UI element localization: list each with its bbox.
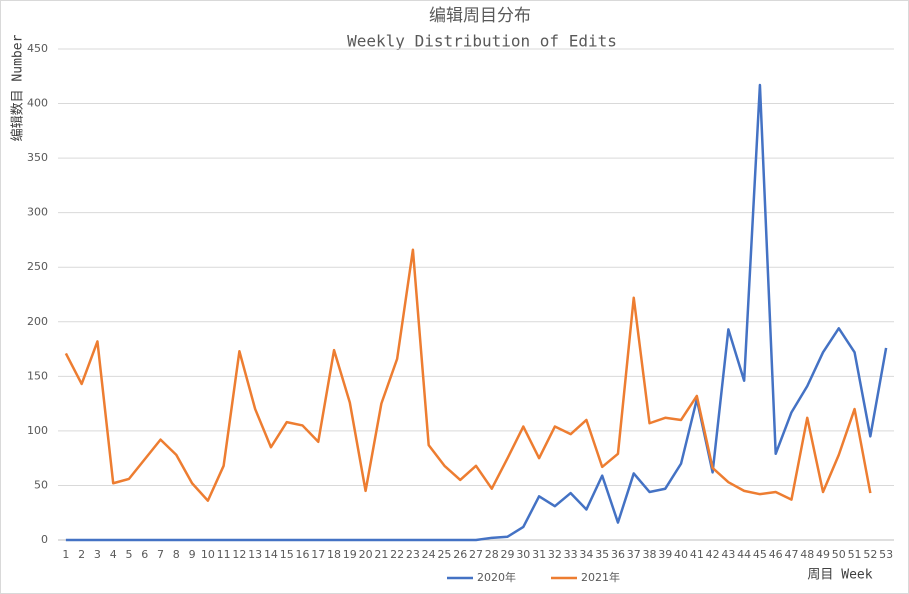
x-tick-label: 17 — [311, 548, 325, 561]
x-tick-label: 42 — [706, 548, 720, 561]
x-tick-label: 14 — [264, 548, 278, 561]
x-tick-label: 39 — [658, 548, 672, 561]
x-tick-label: 23 — [406, 548, 420, 561]
x-tick-label: 10 — [201, 548, 215, 561]
y-tick-label: 300 — [27, 206, 48, 219]
x-tick-label: 6 — [141, 548, 148, 561]
y-tick-label: 50 — [34, 478, 48, 491]
x-tick-label: 49 — [816, 548, 830, 561]
x-tick-label: 37 — [627, 548, 641, 561]
y-tick-label: 200 — [27, 315, 48, 328]
y-tick-label: 250 — [27, 260, 48, 273]
x-tick-label: 16 — [295, 548, 309, 561]
x-tick-label: 51 — [848, 548, 862, 561]
x-tick-label: 36 — [611, 548, 625, 561]
x-tick-label: 20 — [359, 548, 373, 561]
x-tick-label: 48 — [800, 548, 814, 561]
x-tick-label: 41 — [690, 548, 704, 561]
y-tick-label: 450 — [27, 42, 48, 55]
x-tick-label: 3 — [94, 548, 101, 561]
x-tick-label: 21 — [374, 548, 388, 561]
series-line — [64, 248, 872, 502]
x-tick-label: 43 — [721, 548, 735, 561]
x-tick-label: 34 — [579, 548, 593, 561]
y-tick-label: 350 — [27, 151, 48, 164]
x-tick-label: 1 — [62, 548, 69, 561]
x-tick-label: 7 — [157, 548, 164, 561]
x-tick-label: 22 — [390, 548, 404, 561]
x-tick-label: 18 — [327, 548, 341, 561]
x-tick-label: 35 — [595, 548, 609, 561]
x-tick-label: 52 — [863, 548, 877, 561]
x-axis-label: 周目 Week — [807, 568, 872, 583]
x-tick-label: 5 — [125, 548, 132, 561]
x-tick-label: 30 — [516, 548, 530, 561]
x-tick-label: 53 — [879, 548, 893, 561]
chart-subtitle: Weekly Distribution of Edits — [347, 32, 617, 51]
x-tick-label: 29 — [501, 548, 515, 561]
x-tick-label: 28 — [485, 548, 499, 561]
y-tick-label: 100 — [27, 424, 48, 437]
x-tick-label: 9 — [189, 548, 196, 561]
x-tick-label: 33 — [564, 548, 578, 561]
x-tick-label: 46 — [769, 548, 783, 561]
y-tick-label: 0 — [41, 533, 48, 546]
y-tick-label: 150 — [27, 369, 48, 382]
y-tick-label: 400 — [27, 97, 48, 110]
x-tick-label: 15 — [280, 548, 294, 561]
x-tick-label: 13 — [248, 548, 262, 561]
x-tick-label: 19 — [343, 548, 357, 561]
x-tick-label: 26 — [453, 548, 467, 561]
series-line — [65, 83, 888, 542]
x-tick-label: 40 — [674, 548, 688, 561]
x-tick-label: 24 — [422, 548, 436, 561]
x-tick-label: 11 — [217, 548, 231, 561]
x-tick-label: 31 — [532, 548, 546, 561]
legend-label: 2020年 — [477, 570, 516, 584]
x-tick-label: 50 — [832, 548, 846, 561]
x-tick-label: 25 — [437, 548, 451, 561]
y-axis-label: 编辑数目 Number — [11, 34, 26, 141]
x-tick-label: 8 — [173, 548, 180, 561]
x-tick-label: 2 — [78, 548, 85, 561]
x-tick-label: 4 — [110, 548, 117, 561]
x-tick-label: 45 — [753, 548, 767, 561]
x-tick-label: 47 — [784, 548, 798, 561]
legend-label: 2021年 — [581, 570, 620, 584]
x-tick-label: 27 — [469, 548, 483, 561]
x-tick-label: 38 — [643, 548, 657, 561]
chart-title: 编辑周目分布 — [429, 6, 531, 26]
x-tick-label: 44 — [737, 548, 751, 561]
x-tick-label: 12 — [232, 548, 246, 561]
x-tick-label: 32 — [548, 548, 562, 561]
